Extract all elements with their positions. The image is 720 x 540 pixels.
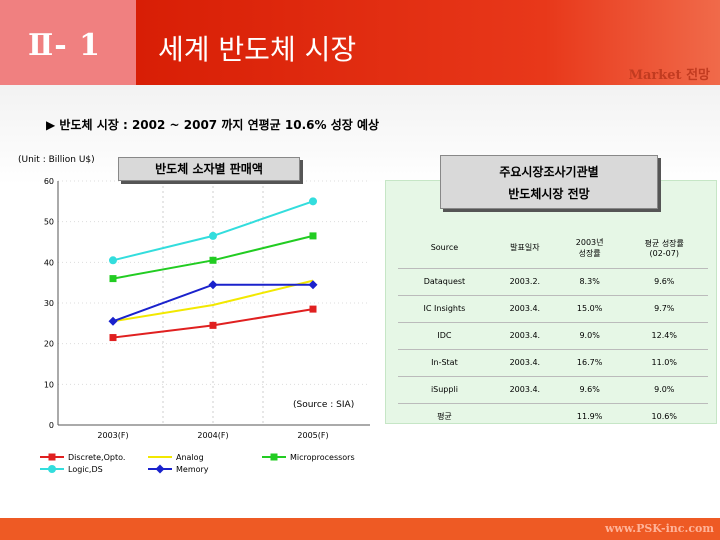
chart-source-note: (Source : SIA) (293, 400, 355, 410)
table-row: 평균 11.9% 10.6% (398, 403, 708, 430)
table-cell: In-Stat (398, 349, 491, 377)
table-cell: Dataquest (398, 268, 491, 296)
data-point (108, 316, 118, 326)
table-cell: iSuppli (398, 376, 491, 404)
sales-line-chart: 60 50 40 30 20 10 0 2003(F) 2004(F) 2005(F) Discr… (40, 177, 370, 474)
table-cell: IDC (398, 322, 491, 350)
legend-label: Logic,DS (68, 465, 103, 474)
survey-title-line2: 반도체시장 전망 (508, 187, 590, 201)
table-cell: 2003.4. (490, 376, 559, 404)
table-cell: 2003.2. (490, 268, 559, 296)
data-point (48, 465, 56, 473)
data-point (209, 256, 217, 264)
header: Ⅱ- 1 세계 반도체 시장 Market 전망 (0, 0, 720, 85)
table-cell: 11.0% (620, 349, 708, 377)
data-point (209, 321, 217, 329)
table-cell: 2003.4. (490, 295, 559, 323)
table-cell: 2003.4. (490, 349, 559, 377)
data-point (48, 453, 56, 461)
legend-label: Microprocessors (290, 453, 355, 462)
table-body: Dataquest 2003.2. 8.3% 9.6% IC Insights 2003.… (398, 268, 708, 430)
y-tick-label: 50 (44, 218, 54, 227)
survey-title-line1: 주요시장조사기관별 (499, 165, 599, 179)
table-cell: IC Insights (398, 295, 491, 323)
table-row: IC Insights 2003.4. 15.0% 9.7% (398, 295, 708, 323)
data-point (155, 464, 165, 474)
table-cell: 9.6% (620, 268, 708, 296)
table-row: Dataquest 2003.2. 8.3% 9.6% (398, 268, 708, 296)
y-tick-label: 40 (44, 258, 54, 267)
table-header-row: Source 발표일자 2003년 성장률 평균 성장률 (02-07) (398, 228, 708, 269)
table-cell: 15.0% (558, 295, 621, 323)
survey-box-title: 주요시장조사기관별 반도체시장 전망 (440, 155, 658, 209)
table-cell: 평균 (437, 412, 452, 422)
x-tick-label: 2003(F) (97, 431, 128, 440)
data-point (270, 453, 278, 461)
data-point (208, 280, 218, 290)
table-cell: 16.7% (558, 349, 621, 377)
table-header-cell: 2003년 성장률 (558, 228, 621, 269)
chart-grid (58, 180, 370, 425)
table-header-cell: Source (398, 228, 491, 269)
summary-bullet: ▶ 반도체 시장 : 2002 ~ 2007 까지 연평균 10.6% 성장 예… (46, 118, 380, 132)
chart-unit-label: (Unit : Billion U$) (18, 155, 95, 165)
x-tick-label: 2005(F) (297, 431, 328, 440)
footer-bar (0, 518, 720, 540)
table-cell: 11.9% (576, 412, 603, 422)
data-point (109, 256, 117, 265)
data-point (309, 197, 317, 206)
table-cell: 9.7% (620, 295, 708, 323)
page-title: 세계 반도체 시장 (158, 33, 357, 66)
data-point (109, 275, 117, 283)
table-row: IDC 2003.4. 9.0% 12.4% (398, 322, 708, 350)
table-cell: 8.3% (558, 268, 621, 296)
title-band (136, 0, 720, 85)
x-tick-label: 2004(F) (197, 431, 228, 440)
data-point (308, 280, 318, 290)
data-point (309, 305, 317, 313)
table-row: In-Stat 2003.4. 16.7% 11.0% (398, 349, 708, 377)
table-cell (491, 403, 559, 430)
y-tick-label: 0 (49, 421, 54, 430)
section-number: Ⅱ- 1 (28, 28, 102, 63)
data-point (109, 334, 117, 342)
y-tick-label: 20 (44, 340, 54, 349)
table-cell: 9.6% (558, 376, 621, 404)
tagline: Market 전망 (628, 68, 710, 83)
legend-label: Analog (176, 453, 204, 462)
table-row: iSuppli 2003.4. 9.6% 9.0% (398, 376, 708, 404)
chart-legend: Discrete,Opto. Analog Microprocessors Logic… (40, 453, 355, 474)
data-point (309, 232, 317, 240)
table-header-cell: 발표일자 (490, 228, 559, 269)
table-cell: 2003.4. (490, 322, 559, 350)
data-point (209, 231, 217, 240)
table-cell: 9.0% (558, 322, 621, 350)
table-cell: 12.4% (620, 322, 708, 350)
y-tick-label: 60 (44, 177, 54, 186)
table-cell: 9.0% (620, 376, 708, 404)
chart-title: 반도체 소자별 판매액 (118, 157, 300, 181)
y-tick-label: 30 (44, 299, 54, 308)
table-header-cell: 평균 성장률 (02-07) (620, 228, 708, 269)
footer-url: www.PSK-inc.com (604, 522, 714, 535)
y-tick-label: 10 (44, 380, 54, 389)
table-cell: 10.6% (651, 412, 677, 422)
chart-axes: 60 50 40 30 20 10 0 2003(F) 2004(F) 2005(F) (44, 177, 370, 440)
chart-series (108, 197, 318, 342)
legend-label: Discrete,Opto. (68, 453, 125, 462)
section-number-box (0, 0, 136, 85)
forecast-table: Source 발표일자 2003년 성장률 평균 성장률 (02-07) Dataques… (398, 228, 708, 430)
legend-label: Memory (176, 465, 209, 474)
series-line (112, 279, 314, 323)
